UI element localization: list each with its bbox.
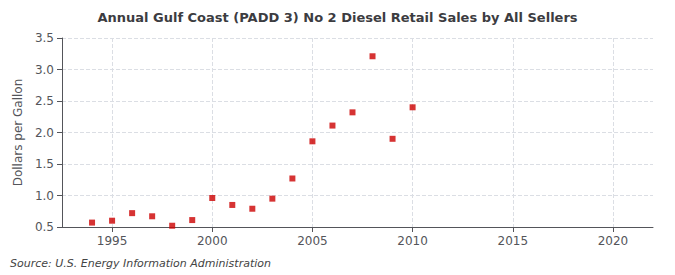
svg-text:Annual Gulf Coast (PADD 3) No: Annual Gulf Coast (PADD 3) No 2 Diesel R… <box>97 10 577 25</box>
svg-text:1.0: 1.0 <box>35 189 54 203</box>
svg-text:1995: 1995 <box>97 234 128 248</box>
svg-text:3.5: 3.5 <box>35 31 54 45</box>
svg-text:2.0: 2.0 <box>35 126 54 140</box>
svg-text:2020: 2020 <box>598 234 629 248</box>
svg-text:3.0: 3.0 <box>35 63 54 77</box>
svg-text:0.5: 0.5 <box>35 220 54 234</box>
svg-text:Source: U.S. Energy Informatio: Source: U.S. Energy Information Administ… <box>10 257 271 270</box>
svg-text:1.5: 1.5 <box>35 157 54 171</box>
svg-text:2010: 2010 <box>397 234 428 248</box>
svg-text:Dollars per Gallon: Dollars per Gallon <box>11 79 25 187</box>
svg-text:2.5: 2.5 <box>35 94 54 108</box>
svg-text:2005: 2005 <box>297 234 328 248</box>
svg-text:2000: 2000 <box>197 234 228 248</box>
svg-text:2015: 2015 <box>497 234 528 248</box>
